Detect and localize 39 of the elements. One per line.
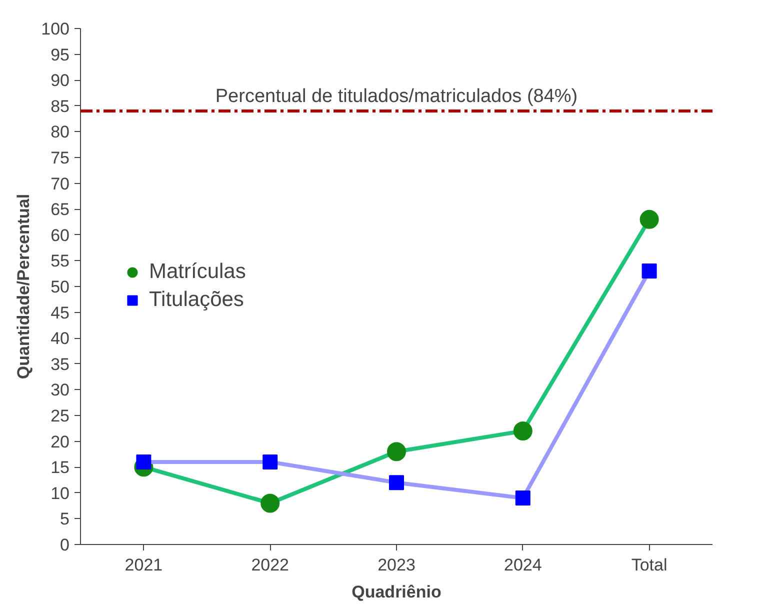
x-tick-label: Total: [631, 556, 668, 574]
y-tick-label: 50: [50, 278, 70, 296]
y-tick-label: 100: [41, 20, 70, 38]
y-tick-label: 30: [50, 380, 70, 400]
y-tick-label: 10: [50, 484, 70, 503]
y-tick-label: 95: [50, 45, 70, 64]
point: [387, 442, 406, 462]
y-tick-label: 65: [50, 200, 70, 220]
legend-label: Titulações: [149, 288, 244, 312]
legend-label: Matrículas: [149, 260, 246, 284]
x-tick-label: 2024: [504, 556, 542, 574]
point: [389, 475, 404, 490]
x-tick-label: 2021: [124, 556, 163, 574]
x-tick-label: 2023: [378, 556, 416, 574]
point: [260, 494, 280, 513]
y-tick-label: 90: [50, 71, 70, 90]
point: [642, 264, 657, 279]
y-tick-label: 80: [50, 122, 70, 142]
y-tick-label: 20: [50, 432, 70, 452]
point: [515, 490, 530, 506]
point: [262, 454, 278, 470]
y-axis-title: Quantidade/Percentual: [14, 194, 34, 380]
y-tick-label: 60: [50, 226, 70, 245]
y-tick-label: 55: [50, 252, 70, 271]
y-tick-label: 5: [60, 510, 70, 529]
y-tick-label: 85: [50, 96, 70, 116]
x-axis-title: Quadriênio: [352, 582, 442, 602]
ref-line-label: Percentual de titulados/matriculados (84%): [215, 86, 578, 108]
y-tick-label: 40: [50, 329, 70, 348]
y-tick-label: 45: [50, 303, 70, 322]
x-tick-label: 2022: [251, 556, 290, 574]
y-tick-label: 25: [50, 406, 70, 426]
y-tick-label: 70: [50, 174, 70, 194]
point: [640, 210, 659, 229]
point: [513, 422, 532, 440]
y-tick-label: 15: [50, 458, 70, 478]
y-tick-label: 75: [50, 148, 70, 168]
y-tick-label: 35: [50, 354, 70, 374]
y-tick-label: 0: [60, 536, 70, 554]
